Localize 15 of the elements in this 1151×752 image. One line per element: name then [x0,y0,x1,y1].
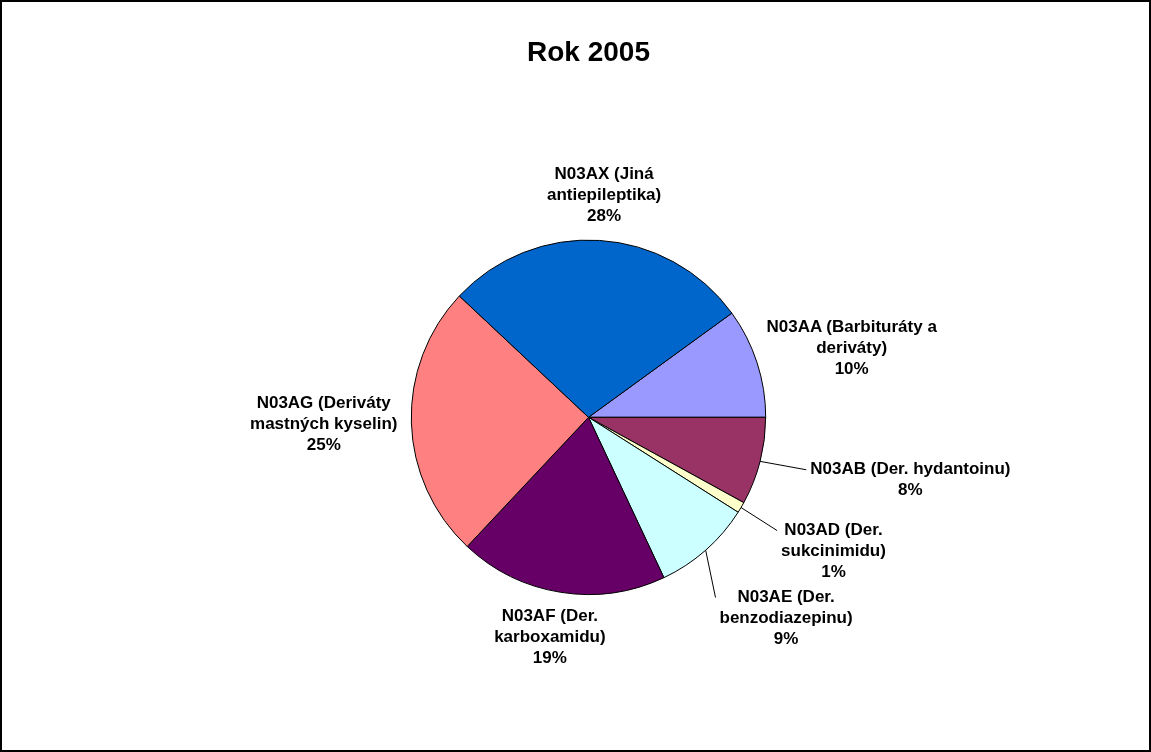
slice-label: N03AD (Der. sukcinimidu) [781,520,886,561]
slice-label: N03AG (Deriváty mastných kyselin) [250,392,398,433]
slice-label: N03AX (Jiná antiepileptika) [546,163,662,204]
data-label: 9% [773,629,799,649]
data-label: 10% [834,359,869,379]
data-label: 1% [821,562,846,582]
slice-label: N03AE (Der. benzodiazepinu) [719,587,853,628]
data-label: 19% [532,647,567,667]
slice-label: N03AB (Der. hydantoinu) [810,459,1011,479]
data-label: 8% [898,480,923,500]
slice-label: N03AA (Barbituráty a deriváty) [766,317,938,358]
chart-title: Rok 2005 [527,35,650,67]
slice-label: N03AF (Der. karboxamidu) [494,605,606,646]
data-label: 28% [587,205,622,225]
data-label: 25% [306,434,341,454]
